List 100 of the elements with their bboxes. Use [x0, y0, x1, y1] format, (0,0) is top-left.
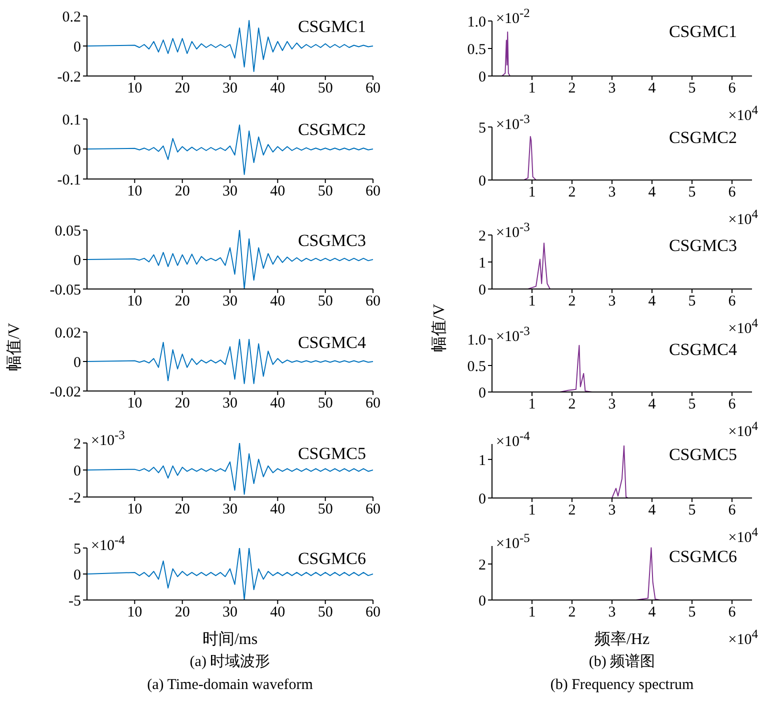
y-tick-label: 0 [478, 69, 486, 86]
x-tick-label: 6 [728, 80, 736, 97]
x-tick-label: 1 [528, 80, 536, 97]
y-tick-label: 1.0 [467, 332, 486, 348]
y-tick-label: -0.05 [50, 282, 81, 298]
x-tick-label: 30 [222, 604, 238, 621]
y-tick-label: -0.02 [50, 384, 81, 400]
y-tick-label: 0 [74, 39, 81, 56]
text: (a) Time-domain waveform [147, 677, 313, 693]
text: (a) 时域波形 [190, 654, 270, 670]
x-tick-label: 40 [270, 502, 286, 518]
y-tick-label: 1 [478, 255, 486, 272]
x-tick-label: 40 [270, 80, 286, 97]
chart-title: CSGMC3 [668, 236, 737, 255]
x-tick-label: 60 [366, 604, 380, 621]
x-tick-label: 10 [127, 396, 142, 412]
x-tick-label: 6 [728, 294, 736, 310]
x-tick-label: 20 [174, 396, 190, 412]
x-tick-label: 40 [270, 184, 286, 200]
x-tick-label: 2 [568, 80, 576, 97]
chart-title: CSGMC6 [668, 547, 737, 566]
text: ×10$^{4}$ [728, 207, 758, 228]
x-tick-label: 60 [366, 294, 380, 310]
x-tick-label: 10 [127, 294, 142, 310]
x-tick-label: 1 [528, 396, 536, 413]
x-tick-label: 2 [568, 294, 576, 310]
x-tick-label: 5 [688, 502, 696, 519]
y-tick-label: -2 [68, 490, 81, 506]
x-tick-label: 50 [318, 396, 333, 412]
annotation: ×10$^{-3}$ [496, 220, 530, 241]
text: ×10$^{4}$ [728, 316, 758, 337]
x-tick-label: 5 [688, 396, 696, 413]
y-tick-label: 5 [74, 541, 81, 558]
x-tick-label: 20 [174, 294, 190, 310]
annotation: ×10$^{-5}$ [496, 531, 530, 552]
x-tick-label: 1 [528, 604, 536, 621]
x-tick-label: 4 [648, 294, 656, 310]
text: ×10$^{4}$ [728, 627, 758, 648]
x-tick-label: 60 [366, 184, 380, 200]
x-tick-label: 4 [648, 396, 656, 413]
y-tick-label: -5 [68, 593, 81, 610]
x-tick-label: 50 [318, 604, 333, 621]
annotation: ×10$^{-3}$ [91, 428, 125, 449]
x-tick-label: 60 [366, 396, 380, 412]
x-tick-label: 4 [648, 502, 656, 519]
chart-title: CSGMC6 [298, 549, 366, 568]
text: ×10$^{4}$ [728, 419, 758, 440]
y-tick-label: -0.2 [57, 69, 81, 86]
x-tick-label: 2 [568, 502, 576, 519]
y-tick-label: 0.02 [54, 325, 81, 342]
x-tick-label: 40 [270, 294, 286, 310]
y-tick-label: 1.0 [467, 14, 486, 30]
text: ×10$^{4}$ [728, 103, 758, 124]
y-tick-label: 0 [478, 282, 486, 298]
chart-title: CSGMC5 [668, 445, 737, 464]
x-axis-title: 频率/Hz [594, 631, 650, 648]
y-tick-label: 0.05 [54, 223, 81, 240]
x-tick-label: 3 [608, 80, 616, 97]
y-tick-label: 5 [478, 120, 486, 136]
x-tick-label: 1 [528, 502, 536, 519]
x-tick-label: 20 [174, 80, 190, 97]
x-tick-label: 3 [608, 396, 616, 413]
annotation: ×10$^{4}$ [728, 525, 758, 546]
x-tick-label: 2 [568, 184, 576, 201]
y-tick-label: 0 [74, 463, 81, 480]
x-tick-label: 10 [127, 502, 142, 518]
y-tick-label: 0.1 [62, 112, 81, 128]
y-tick-label: 0.2 [62, 9, 81, 26]
x-tick-label: 40 [270, 604, 286, 621]
text: (b) Frequency spectrum [550, 677, 694, 693]
x-tick-label: 3 [608, 184, 616, 201]
x-tick-label: 3 [608, 604, 616, 621]
x-tick-label: 10 [127, 604, 142, 621]
x-tick-label: 5 [688, 80, 696, 97]
y-tick-label: 0 [478, 385, 486, 402]
x-tick-label: 30 [222, 294, 238, 310]
chart-title: CSGMC5 [298, 444, 366, 463]
y-tick-label: 2 [478, 557, 486, 574]
x-tick-label: 30 [222, 502, 238, 518]
annotation: ×10$^{-4}$ [496, 429, 530, 450]
y-tick-label: 0.5 [467, 358, 486, 375]
x-tick-label: 20 [174, 502, 190, 518]
y-tick-label: 0 [478, 593, 486, 610]
x-tick-label: 5 [688, 184, 696, 201]
chart-title: CSGMC2 [668, 128, 737, 147]
x-tick-label: 60 [366, 502, 380, 518]
y-axis-title: 幅值/V [5, 322, 24, 373]
chart-title: CSGMC4 [298, 333, 366, 352]
y-tick-label: 0 [478, 173, 486, 190]
x-tick-label: 6 [728, 604, 736, 621]
x-tick-label: 30 [222, 184, 238, 200]
x-tick-label: 50 [318, 502, 333, 518]
x-tick-label: 2 [568, 604, 576, 621]
x-tick-label: 20 [174, 604, 190, 621]
x-tick-label: 5 [688, 294, 696, 310]
x-tick-label: 6 [728, 396, 736, 413]
x-tick-label: 3 [608, 294, 616, 310]
x-tick-label: 60 [366, 80, 380, 97]
chart-title: CSGMC1 [668, 22, 737, 41]
y-tick-label: -0.1 [57, 172, 81, 188]
